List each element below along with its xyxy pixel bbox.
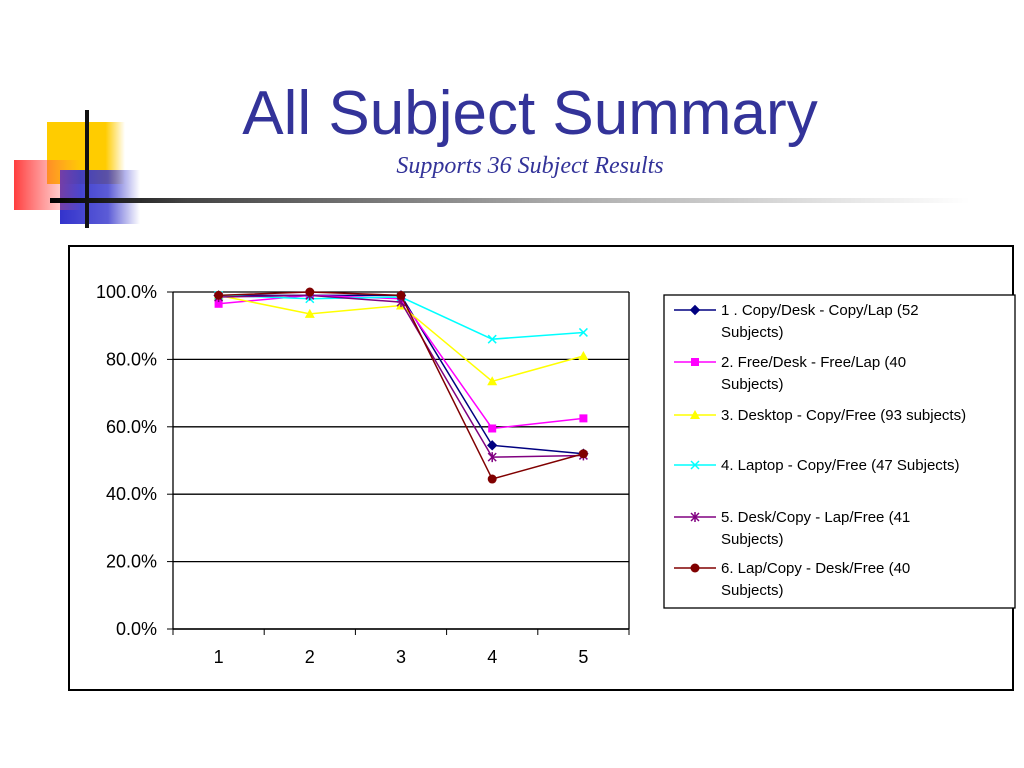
legend-entry-5: 5. Desk/Copy - Lap/Free (41 Subjects): [674, 509, 910, 548]
data-point: [691, 358, 699, 366]
data-point: [579, 414, 588, 423]
data-point: [487, 452, 497, 463]
legend-label: 4. Laptop - Copy/Free (47 Subjects): [721, 457, 959, 474]
y-tick-label: 60.0%: [106, 417, 157, 437]
data-point: [578, 351, 589, 361]
data-point: [487, 376, 498, 386]
series-line-6: [218, 291, 584, 480]
data-point: [690, 460, 700, 470]
legend-entry-3: 3. Desktop - Copy/Free (93 subjects): [674, 407, 966, 424]
y-tick-label: 0.0%: [116, 619, 157, 639]
data-point: [487, 334, 497, 344]
data-point: [304, 308, 315, 318]
line-chart: 0.0% 20.0% 40.0% 60.0% 80.0% 100.0% 1 2 3 4 5 1 . C…: [96, 282, 1016, 667]
legend-label: 1 . Copy/Desk - Copy/Lap (52 Subjects): [721, 302, 919, 341]
data-point: [689, 304, 701, 316]
data-point: [578, 327, 588, 337]
x-tick-label: 4: [487, 647, 497, 667]
data-point: [690, 512, 700, 522]
x-tick-label: 5: [578, 647, 588, 667]
y-tick-label: 20.0%: [106, 552, 157, 572]
legend-entry-6: 6. Lap/Copy - Desk/Free (40 Subjects): [674, 560, 910, 599]
data-point: [690, 563, 700, 573]
decorative-corner-graphic: [14, 110, 140, 228]
y-tick-label: 100.0%: [96, 282, 157, 302]
legend-label: 3. Desktop - Copy/Free (93 subjects): [721, 407, 966, 424]
legend-label: 6. Lap/Copy - Desk/Free (40 Subjects): [721, 560, 910, 599]
data-point: [214, 290, 224, 300]
slide-title: All Subject Summary: [242, 79, 818, 148]
x-tick-label: 3: [396, 647, 406, 667]
y-tick-label: 80.0%: [106, 349, 157, 369]
legend-label: 5. Desk/Copy - Lap/Free (41 Subjects): [721, 509, 910, 548]
data-point: [305, 287, 315, 297]
data-point: [488, 424, 497, 433]
x-tick-label: 1: [214, 647, 224, 667]
data-point: [486, 440, 498, 451]
data-point: [578, 449, 588, 459]
series-line-1: [218, 294, 584, 455]
slide-subtitle: Supports 36 Subject Results: [396, 153, 664, 179]
series-line-5: [218, 294, 584, 458]
data-point: [396, 290, 406, 300]
legend-entry-2: 2. Free/Desk - Free/Lap (40 Subjects): [674, 354, 906, 393]
legend-entry-1: 1 . Copy/Desk - Copy/Lap (52 Subjects): [674, 302, 919, 341]
series-line-2: [218, 294, 584, 430]
data-point: [214, 299, 223, 308]
legend-label: 2. Free/Desk - Free/Lap (40 Subjects): [721, 354, 906, 393]
data-point: [487, 474, 497, 484]
chart-legend: [663, 294, 1016, 609]
data-point: [690, 410, 700, 419]
x-tick-label: 2: [305, 647, 315, 667]
chart-frame: 0.0% 20.0% 40.0% 60.0% 80.0% 100.0% 1 2 3 4 5 1 . C…: [68, 245, 1016, 691]
y-tick-label: 40.0%: [106, 484, 157, 504]
legend-entry-4: 4. Laptop - Copy/Free (47 Subjects): [674, 457, 959, 474]
